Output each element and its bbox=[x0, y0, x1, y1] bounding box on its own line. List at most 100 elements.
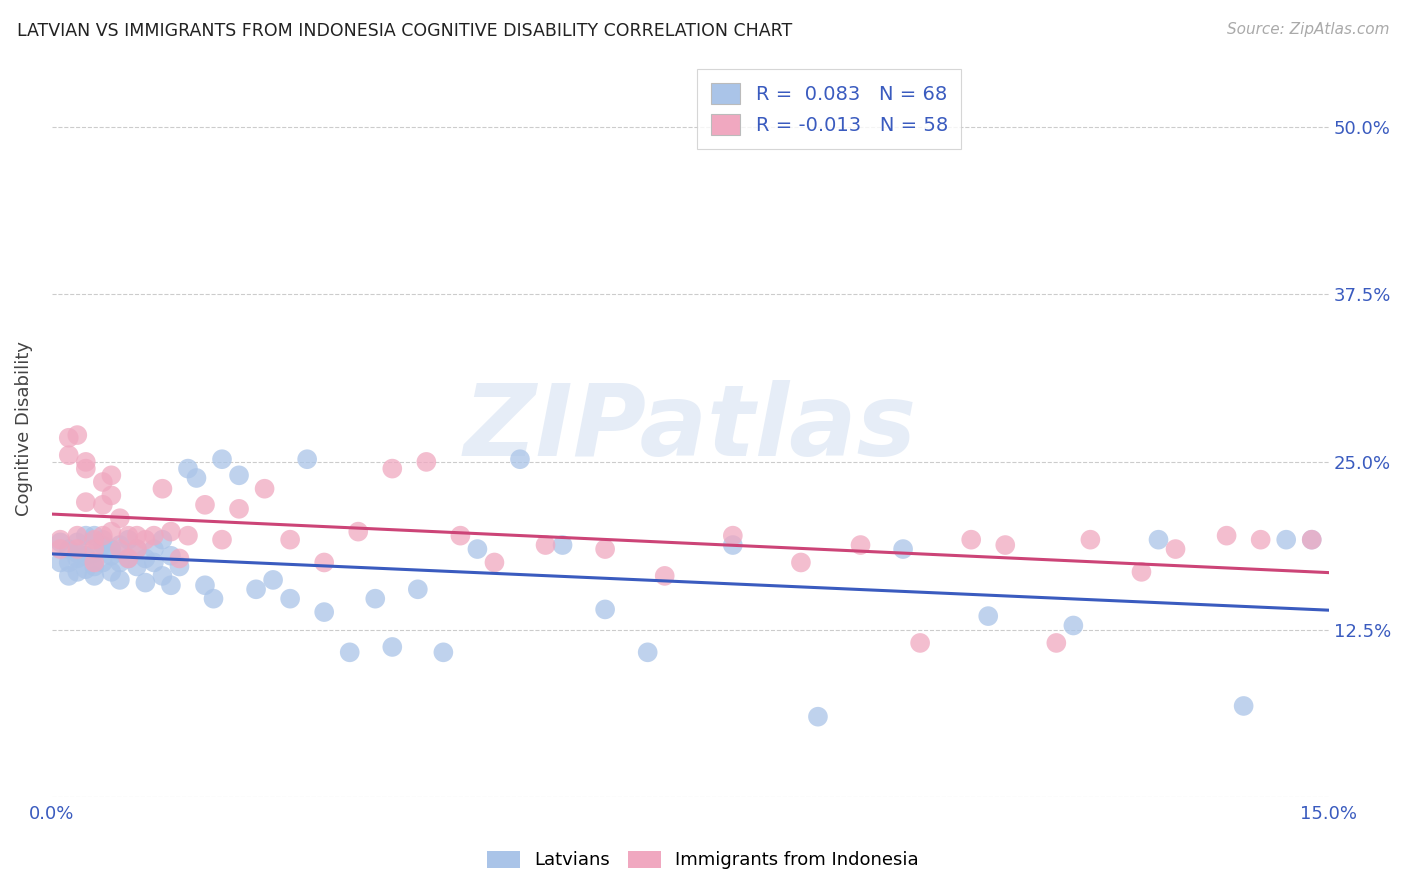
Point bbox=[58, 448, 80, 462]
Point bbox=[807, 709, 830, 723]
Point bbox=[406, 582, 429, 597]
Point bbox=[1275, 533, 1298, 547]
Point bbox=[108, 573, 131, 587]
Point bbox=[142, 556, 165, 570]
Point bbox=[160, 578, 183, 592]
Text: ZIPatlas: ZIPatlas bbox=[464, 380, 917, 477]
Point bbox=[100, 549, 122, 563]
Point bbox=[125, 542, 148, 557]
Point bbox=[49, 535, 72, 549]
Point bbox=[160, 524, 183, 539]
Point bbox=[186, 471, 208, 485]
Point bbox=[83, 542, 105, 557]
Point bbox=[66, 428, 89, 442]
Point bbox=[75, 562, 97, 576]
Point bbox=[100, 488, 122, 502]
Point bbox=[125, 542, 148, 557]
Point bbox=[58, 556, 80, 570]
Point bbox=[849, 538, 872, 552]
Point bbox=[66, 565, 89, 579]
Point bbox=[960, 533, 983, 547]
Point bbox=[1045, 636, 1067, 650]
Point bbox=[228, 501, 250, 516]
Point bbox=[58, 569, 80, 583]
Point bbox=[134, 575, 156, 590]
Point bbox=[58, 431, 80, 445]
Point bbox=[509, 452, 531, 467]
Point bbox=[83, 529, 105, 543]
Point bbox=[49, 542, 72, 557]
Point bbox=[152, 569, 174, 583]
Point bbox=[364, 591, 387, 606]
Point bbox=[721, 538, 744, 552]
Point bbox=[91, 533, 114, 547]
Point bbox=[721, 529, 744, 543]
Point bbox=[194, 578, 217, 592]
Point bbox=[83, 546, 105, 560]
Point bbox=[66, 542, 89, 557]
Point bbox=[152, 482, 174, 496]
Point bbox=[91, 556, 114, 570]
Point bbox=[1164, 542, 1187, 557]
Text: LATVIAN VS IMMIGRANTS FROM INDONESIA COGNITIVE DISABILITY CORRELATION CHART: LATVIAN VS IMMIGRANTS FROM INDONESIA COG… bbox=[17, 22, 792, 40]
Point bbox=[100, 565, 122, 579]
Point bbox=[134, 533, 156, 547]
Point bbox=[1250, 533, 1272, 547]
Point bbox=[1233, 698, 1256, 713]
Point bbox=[278, 533, 301, 547]
Point bbox=[1062, 618, 1084, 632]
Point bbox=[432, 645, 454, 659]
Point bbox=[654, 569, 676, 583]
Point bbox=[142, 542, 165, 557]
Point bbox=[484, 556, 506, 570]
Point bbox=[125, 529, 148, 543]
Point bbox=[125, 559, 148, 574]
Point bbox=[83, 556, 105, 570]
Point bbox=[593, 602, 616, 616]
Point bbox=[415, 455, 437, 469]
Text: Source: ZipAtlas.com: Source: ZipAtlas.com bbox=[1226, 22, 1389, 37]
Point bbox=[91, 529, 114, 543]
Point bbox=[278, 591, 301, 606]
Point bbox=[75, 549, 97, 563]
Point bbox=[66, 546, 89, 560]
Point bbox=[75, 495, 97, 509]
Y-axis label: Cognitive Disability: Cognitive Disability bbox=[15, 341, 32, 516]
Point bbox=[177, 461, 200, 475]
Point bbox=[100, 524, 122, 539]
Point bbox=[91, 475, 114, 489]
Point bbox=[1147, 533, 1170, 547]
Point bbox=[83, 569, 105, 583]
Point bbox=[134, 551, 156, 566]
Point bbox=[83, 559, 105, 574]
Point bbox=[66, 551, 89, 566]
Point bbox=[381, 640, 404, 654]
Point bbox=[75, 529, 97, 543]
Point bbox=[49, 533, 72, 547]
Point bbox=[117, 533, 139, 547]
Point bbox=[100, 468, 122, 483]
Point bbox=[381, 461, 404, 475]
Point bbox=[194, 498, 217, 512]
Point bbox=[314, 556, 336, 570]
Point bbox=[637, 645, 659, 659]
Point bbox=[117, 551, 139, 566]
Point bbox=[253, 482, 276, 496]
Point bbox=[1215, 529, 1237, 543]
Point bbox=[314, 605, 336, 619]
Point bbox=[160, 549, 183, 563]
Point bbox=[177, 529, 200, 543]
Point bbox=[891, 542, 914, 557]
Point bbox=[100, 542, 122, 557]
Point bbox=[152, 533, 174, 547]
Point bbox=[66, 529, 89, 543]
Point bbox=[467, 542, 489, 557]
Point bbox=[790, 556, 813, 570]
Point bbox=[117, 551, 139, 566]
Point bbox=[108, 542, 131, 557]
Point bbox=[66, 535, 89, 549]
Point bbox=[1301, 533, 1323, 547]
Point bbox=[339, 645, 361, 659]
Point bbox=[449, 529, 471, 543]
Point bbox=[908, 636, 931, 650]
